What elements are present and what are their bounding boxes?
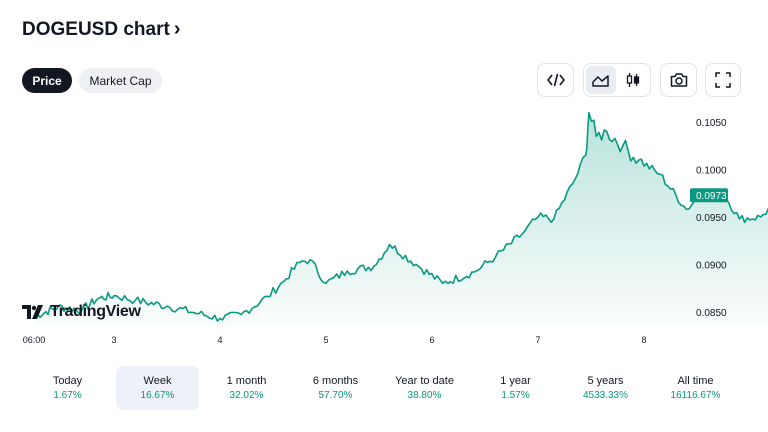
chart-title-link[interactable]: DOGEUSD chart › — [22, 18, 181, 41]
area-chart-icon — [592, 75, 609, 87]
period-label: 5 years — [587, 374, 624, 387]
last-price-label: 0.0973 — [696, 191, 727, 202]
y-axis-tick-label: 0.1000 — [696, 166, 727, 177]
period-6-months[interactable]: 6 months 57.70% — [294, 366, 377, 410]
period-label: 6 months — [312, 374, 359, 387]
price-chart[interactable]: 0.1050 0.1000 0.0950 0.0900 0.0850 0.0973 06:0… — [0, 100, 768, 355]
camera-icon — [670, 73, 687, 87]
period-change-value: 4533.33% — [582, 389, 629, 401]
period-label: 1 month — [226, 374, 267, 387]
period-change-value: 57.70% — [318, 389, 353, 401]
chart-title: DOGEUSD chart — [22, 19, 170, 40]
tab-price[interactable]: Price — [22, 68, 72, 93]
x-axis-tick-label: 5 — [323, 335, 328, 345]
last-price-badge — [690, 188, 728, 203]
period-change-value: 38.80% — [407, 389, 442, 401]
x-axis-tick-label: 3 — [111, 335, 116, 345]
period-label: Year to date — [395, 374, 454, 387]
period-label: 1 year — [500, 374, 531, 387]
y-axis-tick-label: 0.1050 — [696, 118, 727, 129]
period-1-year[interactable]: 1 year 1.57% — [474, 366, 557, 410]
period-change-value: 32.02% — [229, 389, 264, 401]
tradingview-logo-text: TradingView — [50, 303, 141, 320]
y-axis-tick-label: 0.0850 — [696, 308, 727, 319]
price-series-line — [33, 111, 768, 322]
tradingview-logo: TradingView — [22, 303, 141, 321]
tradingview-logo-icon — [22, 305, 43, 319]
period-change-value: 1.67% — [53, 389, 82, 401]
y-axis-tick-label: 0.0950 — [696, 213, 727, 224]
period-today[interactable]: Today 1.67% — [26, 366, 109, 410]
snapshot-button[interactable] — [660, 63, 697, 97]
price-area-fill — [34, 112, 768, 326]
candlestick-icon — [626, 73, 640, 87]
y-axis-tick-label: 0.0900 — [696, 260, 727, 271]
period-change-value: 16.67% — [140, 389, 175, 401]
x-axis-tick-label: 8 — [641, 335, 646, 345]
period-label: All time — [677, 374, 714, 387]
period-year-to-date[interactable]: Year to date 38.80% — [383, 366, 466, 410]
period-5-years[interactable]: 5 years 4533.33% — [564, 366, 647, 410]
candles-style-button[interactable] — [618, 66, 648, 94]
tab-market-cap[interactable]: Market Cap — [79, 68, 162, 93]
period-change-value: 1.57% — [501, 389, 530, 401]
code-icon — [546, 73, 565, 87]
fullscreen-button[interactable] — [705, 63, 741, 97]
x-axis-tick-label: 4 — [217, 335, 222, 345]
period-1-month[interactable]: 1 month 32.02% — [205, 366, 288, 410]
chevron-right-icon: › — [173, 18, 181, 40]
x-axis-tick-label: 6 — [429, 335, 434, 345]
period-all-time[interactable]: All time 16116.67% — [654, 366, 737, 410]
period-label: Week — [143, 374, 172, 387]
embed-button[interactable] — [537, 63, 574, 97]
fullscreen-icon — [715, 72, 731, 88]
x-axis-tick-label: 06:00 — [23, 335, 46, 345]
period-week[interactable]: Week 16.67% — [116, 366, 199, 410]
chart-style-group — [583, 63, 651, 97]
period-label: Today — [52, 374, 83, 387]
area-style-button[interactable] — [586, 66, 616, 94]
x-axis-tick-label: 7 — [535, 335, 540, 345]
period-change-value: 16116.67% — [670, 389, 721, 401]
